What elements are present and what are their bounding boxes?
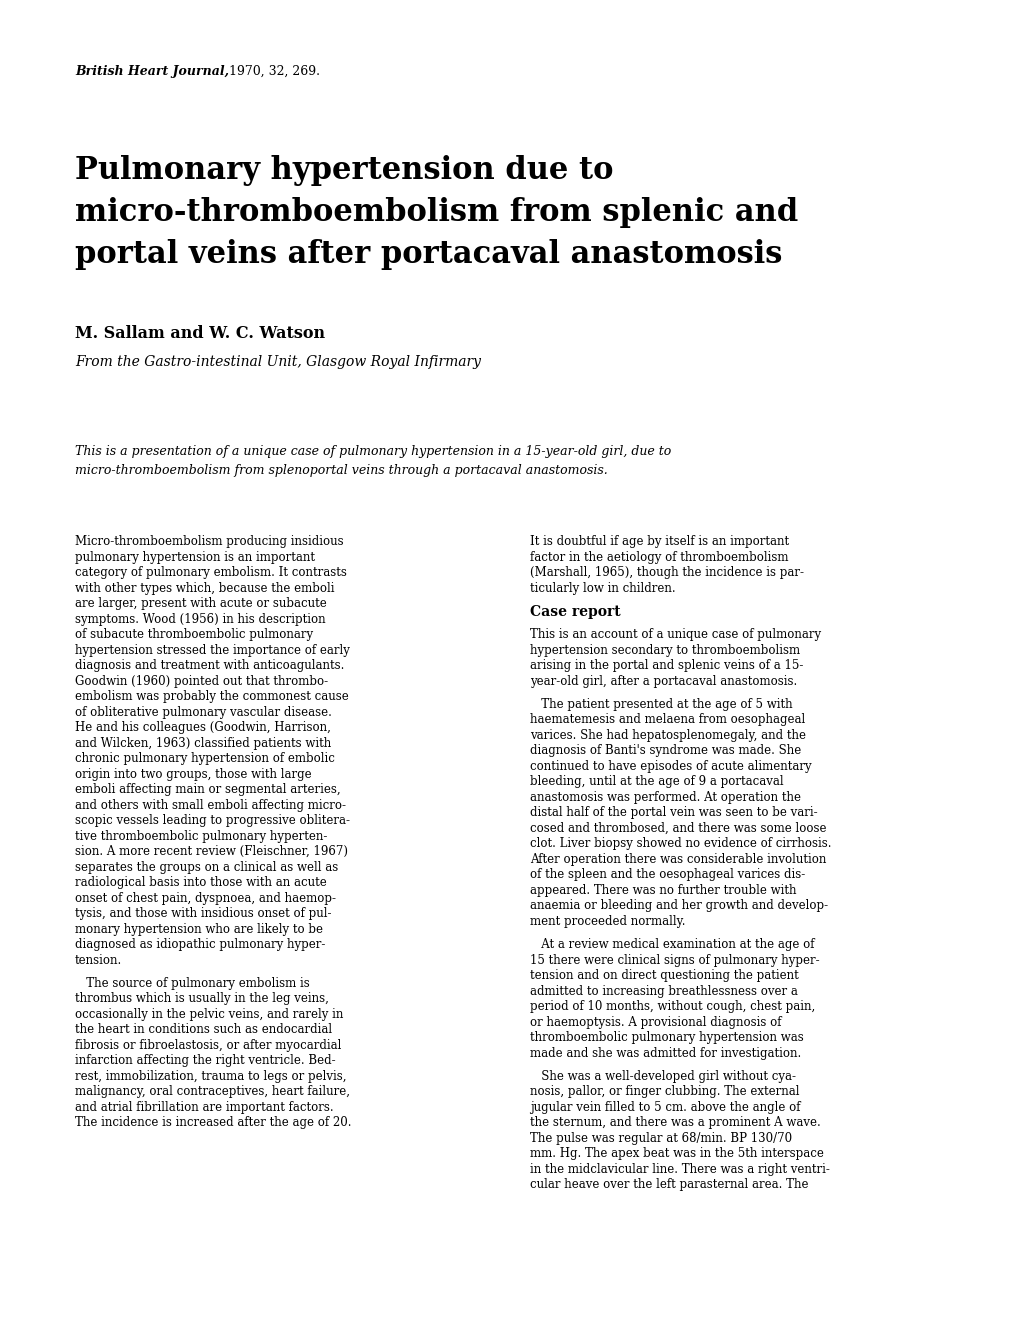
- Text: ticularly low in children.: ticularly low in children.: [530, 582, 675, 595]
- Text: made and she was admitted for investigation.: made and she was admitted for investigat…: [530, 1046, 801, 1059]
- Text: occasionally in the pelvic veins, and rarely in: occasionally in the pelvic veins, and ra…: [75, 1008, 343, 1021]
- Text: or haemoptysis. A provisional diagnosis of: or haemoptysis. A provisional diagnosis …: [530, 1016, 781, 1029]
- Text: monary hypertension who are likely to be: monary hypertension who are likely to be: [75, 922, 323, 936]
- Text: emboli affecting main or segmental arteries,: emboli affecting main or segmental arter…: [75, 783, 340, 796]
- Text: tension and on direct questioning the patient: tension and on direct questioning the pa…: [530, 969, 798, 982]
- Text: 15 there were clinical signs of pulmonary hyper-: 15 there were clinical signs of pulmonar…: [530, 953, 819, 966]
- Text: jugular vein filled to 5 cm. above the angle of: jugular vein filled to 5 cm. above the a…: [530, 1101, 800, 1114]
- Text: and Wilcken, 1963) classified patients with: and Wilcken, 1963) classified patients w…: [75, 736, 331, 749]
- Text: origin into two groups, those with large: origin into two groups, those with large: [75, 768, 312, 780]
- Text: diagnosis of Banti's syndrome was made. She: diagnosis of Banti's syndrome was made. …: [530, 744, 801, 757]
- Text: Goodwin (1960) pointed out that thrombo-: Goodwin (1960) pointed out that thrombo-: [75, 675, 328, 688]
- Text: tysis, and those with insidious onset of pul-: tysis, and those with insidious onset of…: [75, 906, 331, 920]
- Text: British Heart Journal,: British Heart Journal,: [75, 65, 229, 79]
- Text: infarction affecting the right ventricle. Bed-: infarction affecting the right ventricle…: [75, 1054, 335, 1067]
- Text: category of pulmonary embolism. It contrasts: category of pulmonary embolism. It contr…: [75, 566, 346, 579]
- Text: thrombus which is usually in the leg veins,: thrombus which is usually in the leg vei…: [75, 992, 328, 1005]
- Text: portal veins after portacaval anastomosis: portal veins after portacaval anastomosi…: [75, 240, 782, 270]
- Text: nosis, pallor, or finger clubbing. The external: nosis, pallor, or finger clubbing. The e…: [530, 1085, 799, 1098]
- Text: scopic vessels leading to progressive oblitera-: scopic vessels leading to progressive ob…: [75, 815, 350, 827]
- Text: tension.: tension.: [75, 953, 122, 966]
- Text: cular heave over the left parasternal area. The: cular heave over the left parasternal ar…: [530, 1178, 808, 1191]
- Text: ment proceeded normally.: ment proceeded normally.: [530, 914, 685, 928]
- Text: After operation there was considerable involution: After operation there was considerable i…: [530, 853, 825, 865]
- Text: diagnosis and treatment with anticoagulants.: diagnosis and treatment with anticoagula…: [75, 659, 344, 672]
- Text: M. Sallam and W. C. Watson: M. Sallam and W. C. Watson: [75, 325, 325, 342]
- Text: fibrosis or fibroelastosis, or after myocardial: fibrosis or fibroelastosis, or after myo…: [75, 1038, 341, 1051]
- Text: Case report: Case report: [530, 604, 620, 619]
- Text: (Marshall, 1965), though the incidence is par-: (Marshall, 1965), though the incidence i…: [530, 566, 803, 579]
- Text: clot. Liver biopsy showed no evidence of cirrhosis.: clot. Liver biopsy showed no evidence of…: [530, 837, 830, 851]
- Text: She was a well-developed girl without cya-: She was a well-developed girl without cy…: [530, 1070, 795, 1082]
- Text: year-old girl, after a portacaval anastomosis.: year-old girl, after a portacaval anasto…: [530, 675, 797, 688]
- Text: distal half of the portal vein was seen to be vari-: distal half of the portal vein was seen …: [530, 807, 817, 820]
- Text: radiological basis into those with an acute: radiological basis into those with an ac…: [75, 876, 326, 889]
- Text: It is doubtful if age by itself is an important: It is doubtful if age by itself is an im…: [530, 535, 789, 548]
- Text: appeared. There was no further trouble with: appeared. There was no further trouble w…: [530, 884, 796, 897]
- Text: with other types which, because the emboli: with other types which, because the embo…: [75, 582, 334, 595]
- Text: The pulse was regular at 68/min. BP 130/70: The pulse was regular at 68/min. BP 130/…: [530, 1131, 792, 1145]
- Text: rest, immobilization, trauma to legs or pelvis,: rest, immobilization, trauma to legs or …: [75, 1070, 346, 1082]
- Text: He and his colleagues (Goodwin, Harrison,: He and his colleagues (Goodwin, Harrison…: [75, 721, 330, 733]
- Text: separates the groups on a clinical as well as: separates the groups on a clinical as we…: [75, 861, 338, 873]
- Text: thromboembolic pulmonary hypertension was: thromboembolic pulmonary hypertension wa…: [530, 1032, 803, 1044]
- Text: The incidence is increased after the age of 20.: The incidence is increased after the age…: [75, 1117, 352, 1129]
- Text: diagnosed as idiopathic pulmonary hyper-: diagnosed as idiopathic pulmonary hyper-: [75, 938, 325, 952]
- Text: pulmonary hypertension is an important: pulmonary hypertension is an important: [75, 551, 315, 563]
- Text: of the spleen and the oesophageal varices dis-: of the spleen and the oesophageal varice…: [530, 868, 804, 881]
- Text: in the midclavicular line. There was a right ventri-: in the midclavicular line. There was a r…: [530, 1163, 829, 1175]
- Text: This is an account of a unique case of pulmonary: This is an account of a unique case of p…: [530, 628, 820, 642]
- Text: hypertension stressed the importance of early: hypertension stressed the importance of …: [75, 643, 350, 656]
- Text: At a review medical examination at the age of: At a review medical examination at the a…: [530, 938, 814, 952]
- Text: and others with small emboli affecting micro-: and others with small emboli affecting m…: [75, 799, 345, 812]
- Text: arising in the portal and splenic veins of a 15-: arising in the portal and splenic veins …: [530, 659, 803, 672]
- Text: haematemesis and melaena from oesophageal: haematemesis and melaena from oesophagea…: [530, 713, 804, 727]
- Text: anaemia or bleeding and her growth and develop-: anaemia or bleeding and her growth and d…: [530, 900, 827, 912]
- Text: of subacute thromboembolic pulmonary: of subacute thromboembolic pulmonary: [75, 628, 313, 642]
- Text: 1970, 32, 269.: 1970, 32, 269.: [225, 65, 320, 79]
- Text: of obliterative pulmonary vascular disease.: of obliterative pulmonary vascular disea…: [75, 705, 331, 719]
- Text: admitted to increasing breathlessness over a: admitted to increasing breathlessness ov…: [530, 985, 797, 997]
- Text: This is a presentation of a unique case of pulmonary hypertension in a 15-year-o: This is a presentation of a unique case …: [75, 445, 671, 458]
- Text: are larger, present with acute or subacute: are larger, present with acute or subacu…: [75, 598, 326, 610]
- Text: chronic pulmonary hypertension of embolic: chronic pulmonary hypertension of emboli…: [75, 752, 334, 765]
- Text: bleeding, until at the age of 9 a portacaval: bleeding, until at the age of 9 a portac…: [530, 775, 783, 788]
- Text: period of 10 months, without cough, chest pain,: period of 10 months, without cough, ches…: [530, 1000, 814, 1013]
- Text: cosed and thrombosed, and there was some loose: cosed and thrombosed, and there was some…: [530, 821, 825, 835]
- Text: Micro-thromboembolism producing insidious: Micro-thromboembolism producing insidiou…: [75, 535, 343, 548]
- Text: micro-thromboembolism from splenoportal veins through a portacaval anastomosis.: micro-thromboembolism from splenoportal …: [75, 463, 607, 476]
- Text: varices. She had hepatosplenomegaly, and the: varices. She had hepatosplenomegaly, and…: [530, 729, 805, 741]
- Text: micro-thromboembolism from splenic and: micro-thromboembolism from splenic and: [75, 197, 798, 228]
- Text: embolism was probably the commonest cause: embolism was probably the commonest caus…: [75, 689, 348, 703]
- Text: the heart in conditions such as endocardial: the heart in conditions such as endocard…: [75, 1024, 332, 1037]
- Text: anastomosis was performed. At operation the: anastomosis was performed. At operation …: [530, 791, 800, 804]
- Text: From the Gastro-intestinal Unit, Glasgow Royal Infirmary: From the Gastro-intestinal Unit, Glasgow…: [75, 355, 481, 369]
- Text: onset of chest pain, dyspnoea, and haemop-: onset of chest pain, dyspnoea, and haemo…: [75, 892, 335, 905]
- Text: Pulmonary hypertension due to: Pulmonary hypertension due to: [75, 154, 612, 186]
- Text: tive thromboembolic pulmonary hyperten-: tive thromboembolic pulmonary hyperten-: [75, 829, 327, 843]
- Text: and atrial fibrillation are important factors.: and atrial fibrillation are important fa…: [75, 1101, 333, 1114]
- Text: continued to have episodes of acute alimentary: continued to have episodes of acute alim…: [530, 760, 811, 773]
- Text: factor in the aetiology of thromboembolism: factor in the aetiology of thromboemboli…: [530, 551, 788, 563]
- Text: sion. A more recent review (Fleischner, 1967): sion. A more recent review (Fleischner, …: [75, 845, 347, 858]
- Text: symptoms. Wood (1956) in his description: symptoms. Wood (1956) in his description: [75, 612, 325, 626]
- Text: hypertension secondary to thromboembolism: hypertension secondary to thromboembolis…: [530, 643, 799, 656]
- Text: The source of pulmonary embolism is: The source of pulmonary embolism is: [75, 977, 310, 990]
- Text: malignancy, oral contraceptives, heart failure,: malignancy, oral contraceptives, heart f…: [75, 1085, 350, 1098]
- Text: The patient presented at the age of 5 with: The patient presented at the age of 5 wi…: [530, 697, 792, 711]
- Text: mm. Hg. The apex beat was in the 5th interspace: mm. Hg. The apex beat was in the 5th int…: [530, 1147, 823, 1161]
- Text: the sternum, and there was a prominent A wave.: the sternum, and there was a prominent A…: [530, 1117, 820, 1129]
